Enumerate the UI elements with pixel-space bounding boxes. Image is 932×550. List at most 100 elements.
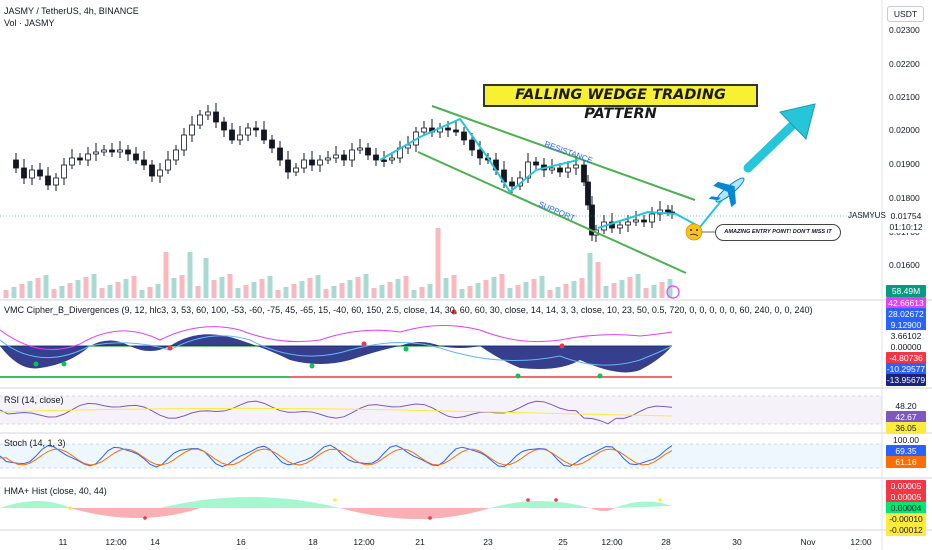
vmc-wave2-line	[0, 335, 673, 366]
indicator-value-tag: 36.05	[886, 422, 926, 434]
volume-bar	[43, 275, 49, 298]
vmc-signal-dot	[451, 309, 457, 315]
price-tick: 0.02300	[889, 25, 920, 35]
vmc-legend[interactable]: VMC Cipher_B_Divergences (9, 12, hlc3, 3…	[4, 305, 813, 315]
plane-wing	[727, 186, 736, 208]
hma-down-area	[340, 508, 490, 519]
candles-group	[13, 103, 675, 242]
currency-button[interactable]: USDT	[887, 6, 924, 22]
thinking-face-icon	[685, 223, 703, 241]
volume-bar	[483, 280, 489, 298]
hma-dot	[68, 506, 72, 510]
volume-bar	[443, 278, 449, 298]
volume-bar	[323, 289, 329, 298]
symbol-title[interactable]: JASMY / TetherUS, 4h, BINANCE	[4, 6, 139, 16]
stoch-d-line	[0, 448, 673, 466]
stoch-pane	[0, 443, 882, 469]
candle-body	[333, 154, 339, 159]
candle-body	[453, 129, 459, 133]
volume-bar	[275, 290, 281, 298]
time-tick: 11	[58, 537, 68, 547]
mouth	[689, 233, 699, 237]
price-tick: 0.01600	[889, 260, 920, 270]
hma-legend[interactable]: HMA+ Hist (close, 40, 44)	[4, 486, 107, 496]
candle-body	[557, 167, 563, 173]
hma-down-area	[70, 508, 200, 518]
candle-body	[245, 127, 251, 136]
candle-body	[649, 213, 655, 223]
candle-body	[37, 169, 43, 177]
candle-body	[549, 167, 555, 171]
indicator-value-tag: 42.67	[886, 411, 926, 423]
volume-bar	[619, 280, 625, 298]
volume-bar	[395, 279, 401, 298]
indicator-value-tag: 28.02672	[886, 308, 926, 320]
volume-bar	[515, 285, 521, 298]
indicator-value-tag: -13.95679	[886, 374, 926, 386]
volume-bar	[563, 284, 569, 298]
volume-bar	[115, 282, 121, 298]
candle-body	[389, 157, 395, 161]
time-tick: 28	[661, 537, 671, 547]
volume-bar	[571, 281, 577, 298]
volume-legend[interactable]: Vol · JASMY	[4, 18, 55, 28]
projection-path	[379, 117, 579, 194]
volume-bar	[539, 276, 545, 298]
volume-bar	[243, 285, 249, 298]
volume-bar	[339, 283, 345, 298]
indicator-value-tag: 0.00005	[886, 491, 926, 503]
last-price-tag: 0.01754 01:10:12	[886, 211, 926, 233]
volume-bar	[611, 283, 617, 298]
candle-body	[325, 157, 331, 161]
volume-bar	[459, 289, 465, 298]
time-tick: 14	[150, 537, 160, 547]
candle-body	[461, 131, 467, 141]
candle-body	[293, 167, 299, 173]
candle-body	[421, 127, 427, 133]
volume-bar	[123, 279, 129, 298]
volume-bar	[411, 290, 417, 298]
pattern-banner: FALLING WEDGE TRADING PATTERN	[483, 84, 758, 122]
hma-up-area	[0, 501, 70, 508]
volume-bar	[3, 290, 9, 298]
vmc-signal-dot	[515, 373, 521, 379]
time-tick: 30	[732, 537, 742, 547]
candle-body	[93, 151, 99, 155]
time-tick: 12:00	[601, 537, 623, 547]
price-tick: 0.02200	[889, 59, 920, 69]
rsi-legend[interactable]: RSI (14, close)	[4, 395, 64, 405]
hma-pane	[0, 497, 672, 520]
projection-path-2	[597, 189, 731, 229]
candle-body	[633, 219, 639, 223]
candle-body	[221, 121, 227, 131]
support-line	[417, 151, 687, 274]
candle-body	[29, 169, 35, 179]
volume-bar	[499, 274, 505, 298]
candle-body	[173, 149, 179, 161]
symbol-scale-label: JASMYUSDT	[848, 211, 897, 220]
volume-bar	[83, 277, 89, 298]
volume-bar	[147, 287, 153, 298]
candle-body	[365, 147, 371, 156]
hma-up-area	[160, 497, 340, 508]
volume-bar	[283, 287, 289, 298]
price-tick: 0.02100	[889, 92, 920, 102]
time-tick: 25	[558, 537, 568, 547]
candle-body	[301, 159, 307, 169]
candle-body	[53, 177, 59, 186]
volume-bar	[427, 284, 433, 298]
stoch-legend[interactable]: Stoch (14, 1, 3)	[4, 438, 66, 448]
volume-group	[3, 228, 673, 298]
volume-bar	[587, 253, 593, 298]
entry-callout: AMAZING ENTRY POINT! DON'T MISS IT	[715, 224, 841, 241]
indicator-value-tag: 0.00005	[886, 480, 926, 492]
candle-body	[77, 157, 83, 161]
volume-bar	[291, 284, 297, 298]
hma-dot	[554, 498, 558, 502]
volume-bar	[299, 281, 305, 298]
candle-body	[45, 175, 51, 186]
arrow-head	[779, 103, 816, 140]
volume-bar	[163, 252, 169, 298]
candle-body	[589, 204, 595, 236]
